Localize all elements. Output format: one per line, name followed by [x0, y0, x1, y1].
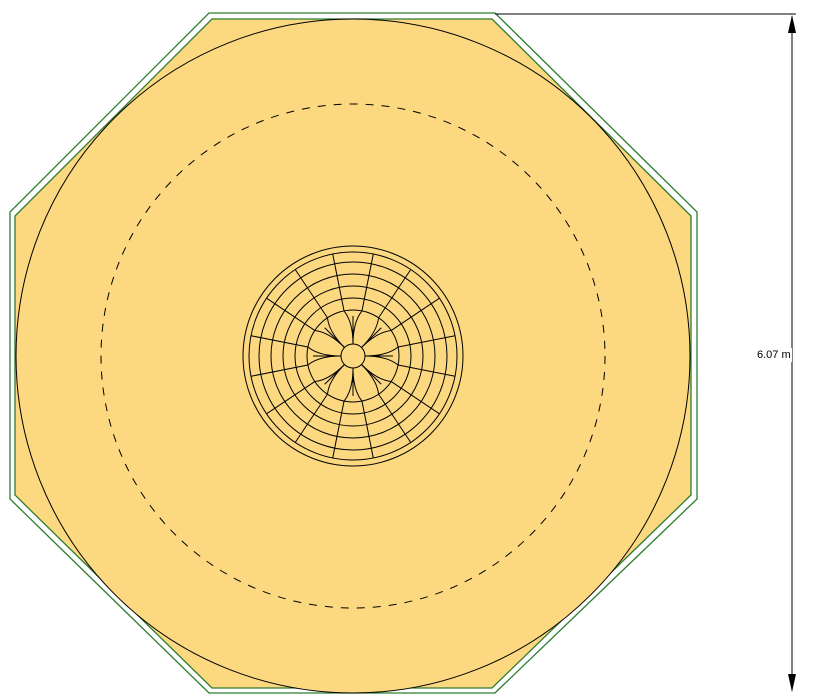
rosette-spoke	[398, 364, 456, 377]
rosette-petal-rib	[361, 327, 382, 348]
rosette-petal-rib	[324, 327, 345, 348]
rosette-spoke	[378, 393, 412, 443]
rosette-spoke	[390, 297, 440, 331]
dimension-arrow-bottom	[788, 674, 796, 692]
rosette-spoke	[361, 401, 374, 459]
rosette-spoke	[294, 269, 328, 319]
center-rosette	[242, 245, 464, 467]
rosette-spoke	[266, 381, 316, 415]
rosette-ring-1	[258, 261, 448, 451]
rosette-spoke	[250, 335, 308, 348]
rosette-spoke	[390, 381, 440, 415]
rosette-spoke	[250, 364, 308, 377]
rosette-spoke	[398, 335, 456, 348]
octagon-outer-outline	[9, 12, 698, 694]
outer-circle	[15, 18, 691, 694]
rosette-spoke	[294, 393, 328, 443]
rosette-petal-rib	[324, 364, 345, 385]
dimension-label: 6.07 m	[756, 348, 792, 362]
rosette-ring-5	[306, 309, 400, 403]
rosette-inner-ring	[248, 251, 458, 461]
rosette-spoke	[361, 253, 374, 311]
rosette-spoke	[378, 269, 412, 319]
rosette-ring-4	[294, 297, 412, 415]
rosette-ring-3	[282, 285, 424, 427]
rosette-spoke	[266, 297, 316, 331]
rosette-ring-2	[270, 273, 436, 439]
rosette-spoke	[332, 253, 345, 311]
rosette-outer-ring	[242, 245, 464, 467]
rosette-petal-rib	[361, 364, 382, 385]
rosette-spoke	[332, 401, 345, 459]
dashed-circle	[100, 103, 606, 609]
dimension-arrow-top	[788, 15, 796, 33]
